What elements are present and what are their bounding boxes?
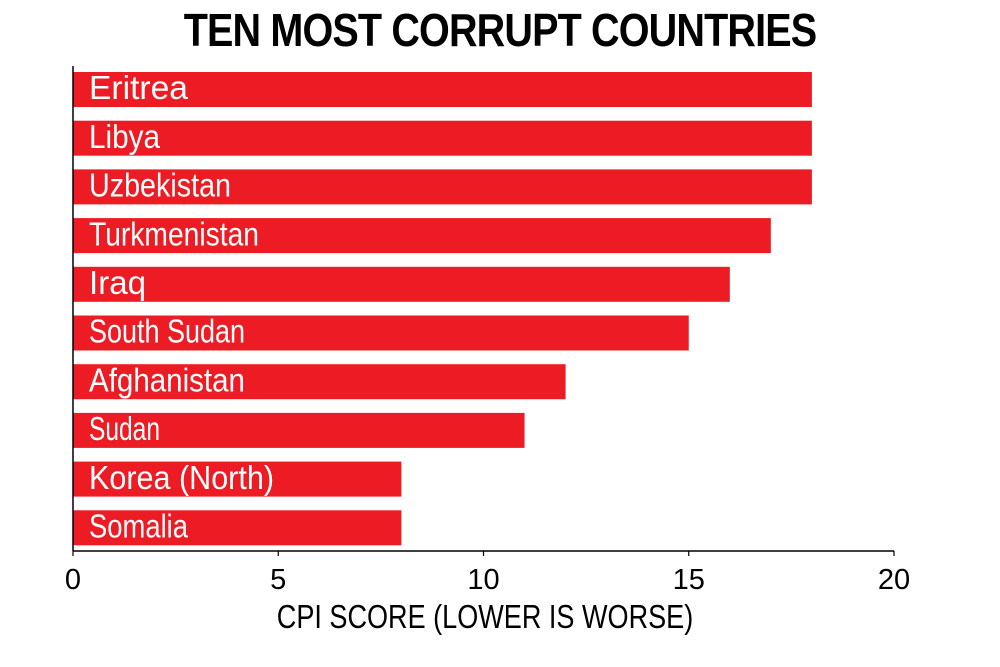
bar-label-iraq: Iraq [89,264,146,301]
bar-label-uzbekistan: Uzbekistan [89,167,231,204]
bar-iraq [73,266,730,302]
bar-label-afghanistan: Afghanistan [89,361,245,398]
bar-sudan [73,412,525,448]
x-tick-label-5: 5 [270,564,286,596]
x-tick-label-15: 15 [673,564,705,596]
x-tick-label-20: 20 [878,564,910,596]
bar-south-sudan [73,315,689,351]
bar-korea-north [73,461,402,497]
bar-label-libya: Libya [89,118,161,155]
bar-afghanistan [73,364,566,400]
x-tick-label-0: 0 [65,564,81,596]
bar-label-eritrea: Eritrea [89,69,189,106]
bar-labels-group: Eritrea Libya Uzbekistan Turkmenistan Iraq So… [89,69,274,544]
bar-eritrea [73,72,812,107]
bar-label-somalia: Somalia [89,508,189,545]
bar-libya [73,120,812,156]
bar-label-turkmenistan: Turkmenistan [89,215,259,252]
bar-uzbekistan [73,169,812,205]
x-tick-label-10: 10 [467,564,499,596]
bar-somalia [73,510,402,546]
x-ticks-group: 0 5 10 15 20 [65,551,910,596]
x-axis-title: CPI SCORE (LOWER IS WORSE) [276,598,694,635]
bar-label-sudan: Sudan [89,410,160,447]
bar-label-korea-north: Korea (North) [89,459,274,496]
bar-label-south-sudan: South Sudan [89,313,245,350]
bar-turkmenistan [73,218,771,254]
bars-group [73,72,812,546]
chart-title: TEN MOST CORRUPT COUNTRIES [183,4,817,56]
